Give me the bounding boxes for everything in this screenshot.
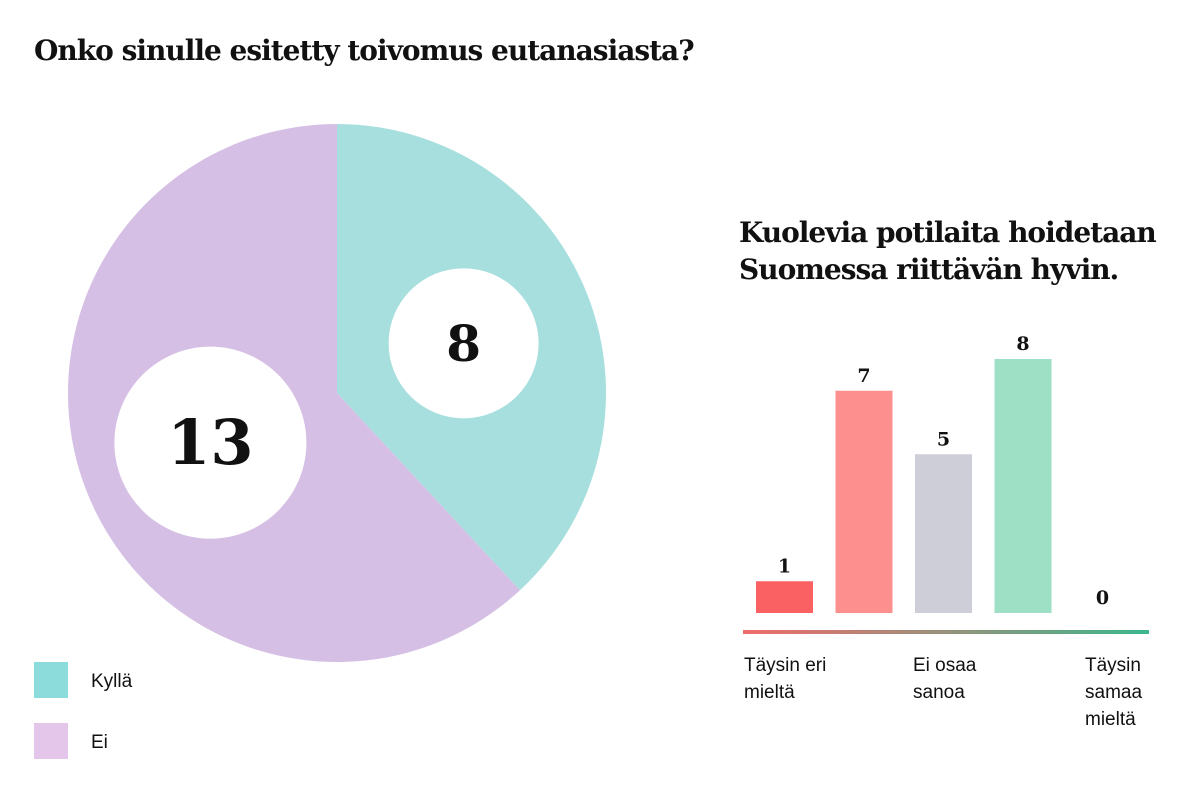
bar-4: [994, 359, 1052, 613]
pie-label-circle-kylla: [388, 268, 539, 419]
bar-chart-title: Kuolevia potilaita hoidetaan Suomessa ri…: [739, 216, 1157, 286]
legend-label-ei: Ei: [91, 732, 108, 753]
scale-label-right: Täysin samaa mieltä: [1085, 655, 1143, 730]
bar-value-label-1: 1: [778, 555, 791, 577]
legend-swatch-kylla: [34, 662, 68, 698]
bar-3: [915, 454, 972, 613]
pie-chart-title: Onko sinulle esitetty toivomus eutanasia…: [34, 34, 695, 67]
bar-value-label-2: 7: [857, 365, 870, 387]
pie-value-label-ei: 13: [167, 406, 253, 479]
pie-label-circle-ei: [114, 346, 307, 539]
scale-label-left: Täysin eri mieltä: [744, 655, 827, 703]
bar-chart-axis-line: [743, 630, 1149, 634]
scale-label-middle: Ei osaa sanoa: [913, 655, 977, 703]
bar-2: [835, 390, 893, 613]
legend-label-kylla: Kyllä: [91, 671, 133, 692]
bar-value-label-4: 8: [1016, 333, 1029, 355]
pie-value-label-kylla: 8: [446, 314, 481, 373]
bar-value-label-3: 5: [937, 428, 950, 450]
bar-1: [756, 581, 813, 613]
pie-chart: 8 13: [68, 124, 606, 662]
legend-swatch-ei: [34, 723, 68, 759]
bar-value-label-5: 0: [1096, 587, 1109, 609]
